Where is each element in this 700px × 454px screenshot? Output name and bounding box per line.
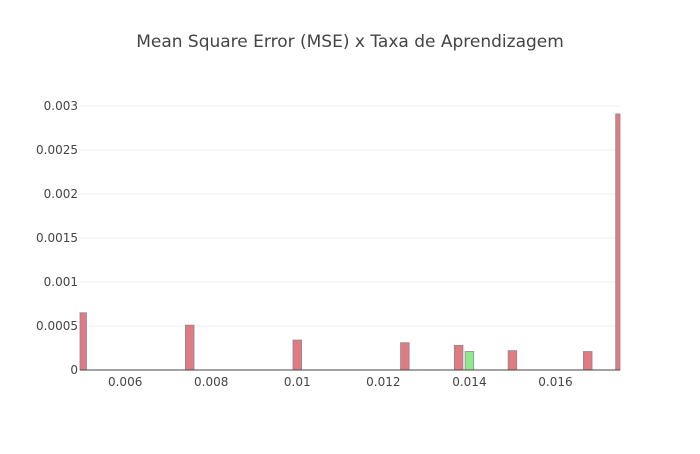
y-tick-label: 0.003: [44, 99, 78, 113]
y-tick-label: 0.002: [44, 187, 78, 201]
bar: [292, 339, 302, 371]
x-tick-label: 0.01: [284, 375, 311, 389]
y-tick-label: 0.001: [44, 275, 78, 289]
bar: [400, 342, 410, 371]
x-tick-label: 0.006: [108, 375, 142, 389]
x-tick-label: 0.014: [452, 375, 486, 389]
bar: [507, 350, 518, 371]
y-tick-label: 0.0015: [36, 231, 78, 245]
bar: [453, 344, 464, 371]
y-tick-label: 0.0025: [36, 143, 78, 157]
y-tick-label: 0: [70, 363, 78, 377]
tick-labels: 0 0.0005 0.001 0.0015 0.002 0.0025 0.003 0.006 0…: [36, 99, 573, 389]
bar: [615, 113, 621, 371]
chart-title: Mean Square Error (MSE) x Taxa de Aprend…: [136, 32, 564, 52]
bar: [185, 324, 195, 371]
x-tick-label: 0.008: [194, 375, 228, 389]
x-tick-label: 0.016: [538, 375, 572, 389]
bar: [464, 351, 475, 371]
bar: [583, 351, 593, 371]
gridlines: [80, 105, 620, 327]
x-tick-label: 0.012: [366, 375, 400, 389]
bar: [79, 312, 87, 371]
y-tick-label: 0.0005: [36, 319, 78, 333]
bars: [79, 113, 621, 371]
